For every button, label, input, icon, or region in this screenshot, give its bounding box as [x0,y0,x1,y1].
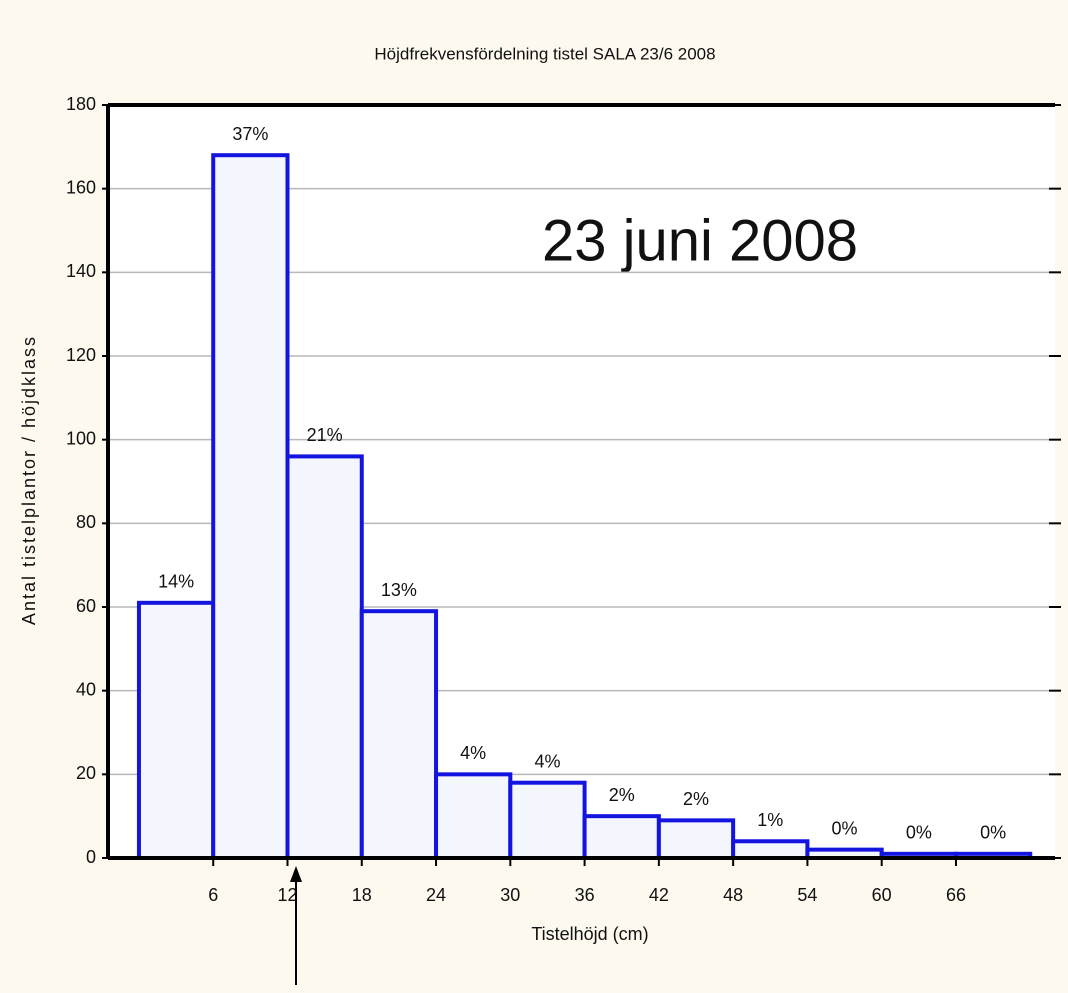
bar-label: 4% [534,751,560,771]
x-tick-label: 30 [500,885,520,905]
y-tick-label: 140 [66,261,96,281]
bar [211,153,290,860]
x-tick-label: 6 [208,885,218,905]
x-tick-label: 18 [352,885,372,905]
x-tick-label: 42 [649,885,669,905]
y-tick-label: 180 [66,94,96,114]
bar [731,839,810,860]
x-axis-label: Tistelhöjd (cm) [531,924,648,944]
bar [434,772,513,860]
y-tick-label: 160 [66,177,96,197]
annotation: 23 juni 2008 [542,208,858,273]
x-tick-label: 36 [575,885,595,905]
bar-label: 0% [980,823,1006,843]
arrow [290,866,302,985]
y-tick-label: 20 [76,763,96,783]
x-tick-label: 12 [277,885,297,905]
bar [656,818,736,860]
bar-label: 2% [609,785,635,805]
bar [136,600,216,860]
y-axis-label: Antal tistelplantor / höjdklass [19,335,39,625]
bar-label: 37% [232,124,268,144]
y-tick-label: 40 [76,679,96,699]
bar [359,609,439,861]
bar-label: 0% [832,818,858,838]
x-tick-label: 48 [723,885,743,905]
y-tick-label: 120 [66,345,96,365]
bar-label: 1% [757,810,783,830]
y-tick-label: 100 [66,428,96,448]
y-tick-label: 80 [76,512,96,532]
y-tick-label: 60 [76,596,96,616]
x-tick-label: 60 [872,885,892,905]
bar-label: 14% [158,572,194,592]
x-tick-label: 66 [946,885,966,905]
bar-label: 21% [307,425,343,445]
bar-label: 2% [683,789,709,809]
bar [582,814,661,861]
bar-label: 0% [906,823,932,843]
y-tick-label: 0 [86,847,96,867]
bar-label: 13% [381,580,417,600]
bar-label: 4% [460,743,486,763]
x-tick-label: 24 [426,885,446,905]
bar [508,780,587,861]
x-tick-label: 54 [797,885,817,905]
chart-title: Höjdfrekvensfördelning tistel SALA 23/6 … [374,44,715,63]
bar [285,454,364,860]
